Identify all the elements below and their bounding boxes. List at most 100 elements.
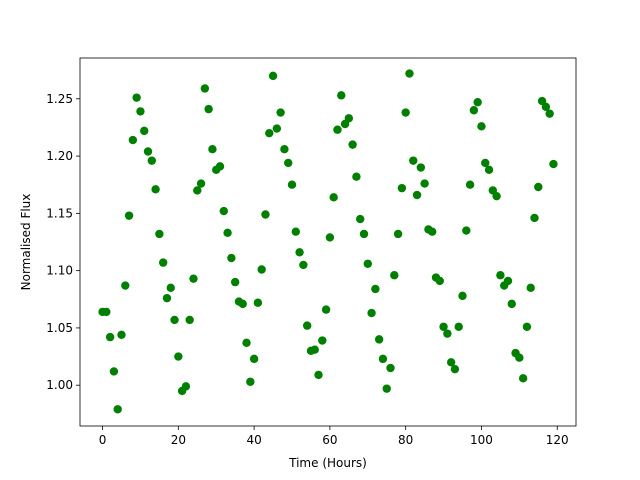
point <box>158 258 168 267</box>
point <box>450 364 460 374</box>
point <box>462 226 471 235</box>
point <box>371 284 380 294</box>
point <box>337 91 346 100</box>
point <box>534 182 543 192</box>
point <box>367 308 376 318</box>
point <box>333 125 342 134</box>
x-tick-label: 80 <box>398 433 413 447</box>
point <box>359 229 369 239</box>
point <box>140 126 149 136</box>
point <box>113 405 122 414</box>
point <box>374 335 384 344</box>
point <box>132 93 141 102</box>
point <box>242 338 251 348</box>
point <box>390 271 399 280</box>
point <box>302 321 312 330</box>
point <box>484 165 494 175</box>
point <box>166 283 175 293</box>
point <box>193 186 202 195</box>
point <box>446 358 456 367</box>
point <box>189 274 198 283</box>
point <box>409 156 418 165</box>
point <box>507 299 516 309</box>
point <box>503 276 513 286</box>
point <box>265 128 274 138</box>
point <box>348 140 357 149</box>
x-tick-label: 100 <box>470 433 493 447</box>
point <box>477 122 486 131</box>
point <box>549 159 558 169</box>
point <box>246 377 255 386</box>
point <box>416 163 426 172</box>
y-tick-label: 1.25 <box>46 92 73 106</box>
point <box>382 384 391 393</box>
point <box>196 179 206 188</box>
point <box>325 233 335 242</box>
y-tick-label: 1.05 <box>46 321 73 335</box>
point <box>204 104 213 114</box>
point <box>215 162 225 171</box>
point <box>276 108 285 117</box>
point <box>458 291 467 301</box>
point <box>435 276 444 286</box>
point <box>272 124 282 133</box>
x-tick-label: 60 <box>322 433 337 447</box>
point <box>314 370 323 380</box>
plot-frame <box>79 57 577 427</box>
point <box>295 248 304 257</box>
point <box>219 206 228 216</box>
point <box>147 156 157 165</box>
point <box>268 71 278 81</box>
point <box>420 179 429 188</box>
point <box>310 345 319 354</box>
y-tick-label: 1.00 <box>46 378 73 392</box>
point <box>109 367 119 376</box>
y-tick-label: 1.20 <box>46 149 73 163</box>
point <box>105 332 115 342</box>
point <box>439 322 448 331</box>
point <box>200 84 210 93</box>
point <box>261 210 270 219</box>
point <box>522 322 532 331</box>
plot-area <box>80 58 576 426</box>
point <box>280 144 289 154</box>
point <box>170 315 179 325</box>
point <box>181 382 191 391</box>
point <box>136 107 145 116</box>
x-axis-label: Time (Hours) <box>288 456 367 470</box>
point <box>401 108 410 117</box>
point <box>227 253 236 263</box>
point <box>473 98 482 107</box>
point <box>249 354 259 364</box>
point <box>162 293 172 303</box>
x-tick-label: 40 <box>246 433 261 447</box>
point <box>469 106 479 115</box>
point <box>454 322 463 331</box>
point <box>329 193 338 202</box>
y-tick-label: 1.10 <box>46 264 73 278</box>
point <box>518 374 528 383</box>
point <box>352 172 361 181</box>
point <box>151 185 160 194</box>
point <box>124 211 134 220</box>
point <box>299 260 308 270</box>
point <box>397 183 407 193</box>
point <box>208 144 217 154</box>
point <box>291 227 300 236</box>
point <box>530 213 539 223</box>
point <box>155 229 164 239</box>
point <box>185 315 194 325</box>
point <box>238 299 247 309</box>
x-tick-label: 20 <box>171 433 186 447</box>
point <box>541 102 551 112</box>
point <box>545 109 554 118</box>
point <box>128 135 138 145</box>
y-tick-label: 1.15 <box>46 206 73 220</box>
point <box>356 214 365 224</box>
point <box>465 180 475 189</box>
point <box>223 228 232 238</box>
point <box>412 190 422 200</box>
point <box>287 180 297 189</box>
point <box>117 330 126 340</box>
point <box>318 336 327 345</box>
